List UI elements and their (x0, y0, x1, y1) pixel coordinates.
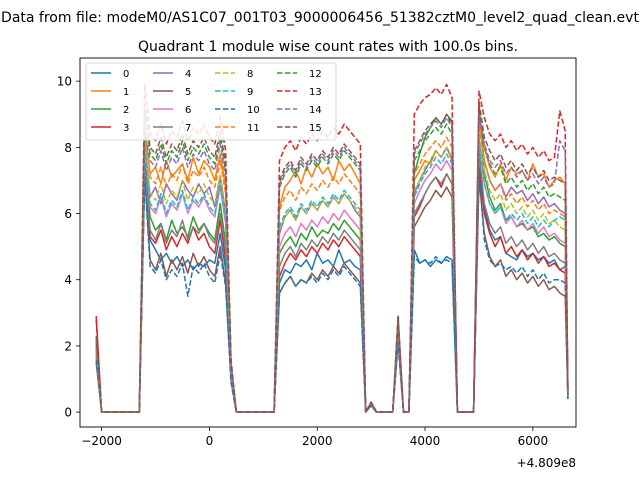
series-line-10 (95, 169, 569, 413)
x-offset-label: +4.809e8 (517, 456, 576, 470)
plot-frame (79, 57, 577, 428)
y-tick-label: 10 (57, 75, 72, 89)
legend-label: 7 (185, 123, 191, 134)
legend-label: 11 (247, 123, 260, 134)
x-tick-label: 2000 (302, 434, 333, 448)
series-line-11 (95, 120, 569, 413)
series-line-12 (95, 106, 569, 413)
legend-label: 2 (123, 105, 129, 116)
legend-label: 13 (309, 87, 322, 98)
legend-label: 15 (309, 123, 322, 134)
series-line-1 (95, 123, 569, 413)
series-line-5 (95, 173, 569, 413)
legend-label: 1 (123, 87, 129, 98)
series-line-3 (95, 163, 569, 413)
series-line-14 (95, 113, 569, 413)
y-tick-label: 0 (64, 406, 72, 420)
legend-label: 4 (185, 69, 191, 80)
series-line-2 (95, 103, 569, 413)
y-tick-label: 6 (64, 207, 72, 221)
x-tick-label: 4000 (410, 434, 441, 448)
legend-label: 10 (247, 105, 260, 116)
series-line-6 (95, 136, 569, 413)
series-line-8 (95, 126, 569, 413)
legend-label: 14 (309, 105, 322, 116)
legend-label: 5 (185, 87, 191, 98)
x-tick-label: −2000 (81, 434, 122, 448)
legend-label: 0 (123, 69, 129, 80)
legend-box (85, 62, 337, 141)
series-layer (95, 83, 569, 413)
legend-label: 9 (247, 87, 253, 98)
legend-label: 3 (123, 123, 129, 134)
legend-label: 8 (247, 69, 253, 80)
series-line-7 (95, 149, 569, 413)
x-tick-label: 0 (206, 434, 214, 448)
series-line-15 (95, 100, 569, 413)
series-line-9 (95, 139, 569, 413)
figure-suptitle: Data from file: modeM0/AS1C07_001T03_900… (1, 10, 639, 26)
chart-title: Quadrant 1 module wise count rates with … (138, 39, 518, 55)
x-axis: −2000 0 2000 4000 6000 (81, 427, 548, 448)
y-axis: 0 2 4 6 8 10 (57, 75, 80, 420)
x-tick-label: 6000 (518, 434, 549, 448)
y-tick-label: 2 (64, 339, 72, 353)
y-tick-label: 4 (64, 273, 72, 287)
legend-label: 12 (309, 69, 322, 80)
y-tick-label: 8 (64, 141, 72, 155)
legend-label: 6 (185, 105, 191, 116)
